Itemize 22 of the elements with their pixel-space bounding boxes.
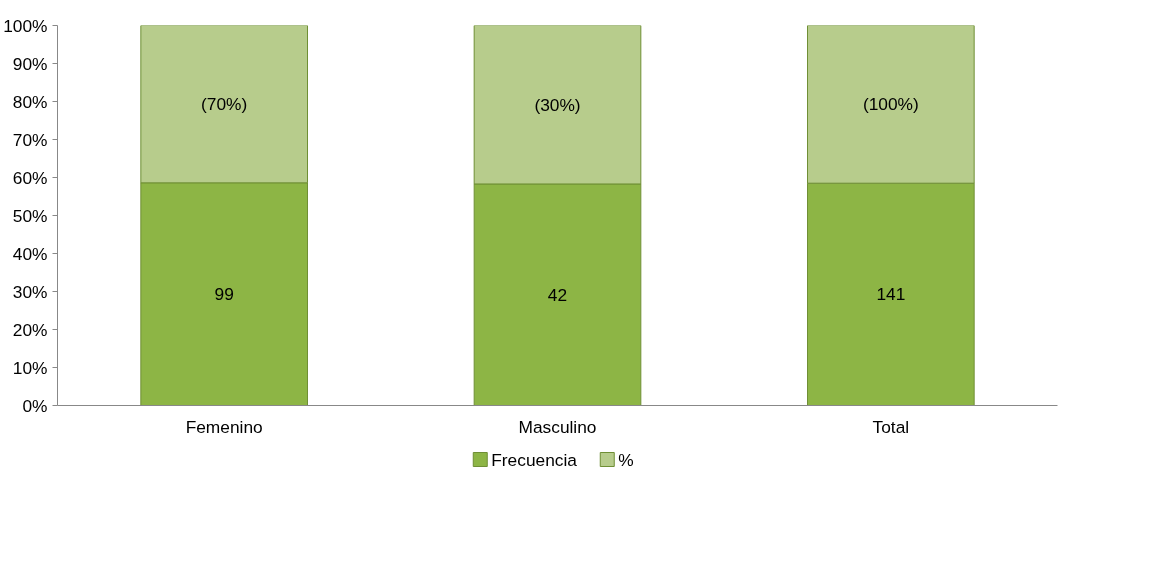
- y-tick-label: 20%: [12, 319, 48, 340]
- y-tick-label: 40%: [12, 243, 48, 264]
- y-tick-label: 100%: [3, 15, 48, 36]
- annotation: (30%): [534, 94, 581, 115]
- y-tick-label: 0%: [22, 395, 48, 416]
- annotation: 42: [547, 284, 568, 305]
- y-tick-label: 80%: [12, 91, 48, 112]
- annotation: 141: [876, 284, 906, 305]
- y-tick-label: 30%: [12, 281, 48, 302]
- legend-label: %: [618, 449, 634, 470]
- x-tick-label: Femenino: [185, 416, 263, 437]
- y-tick-label: 10%: [12, 357, 48, 378]
- y-tick-label: 70%: [12, 129, 48, 150]
- annotation: (70%): [201, 94, 248, 115]
- x-tick-label: Total: [872, 416, 910, 437]
- y-tick-label: 50%: [12, 205, 48, 226]
- annotation: 99: [214, 284, 234, 305]
- legend-label: Frecuencia: [491, 449, 578, 470]
- y-tick-label: 90%: [12, 53, 48, 74]
- x-tick-label: Masculino: [518, 416, 597, 437]
- annotation: (100%): [862, 94, 919, 115]
- y-tick-label: 60%: [12, 167, 48, 188]
